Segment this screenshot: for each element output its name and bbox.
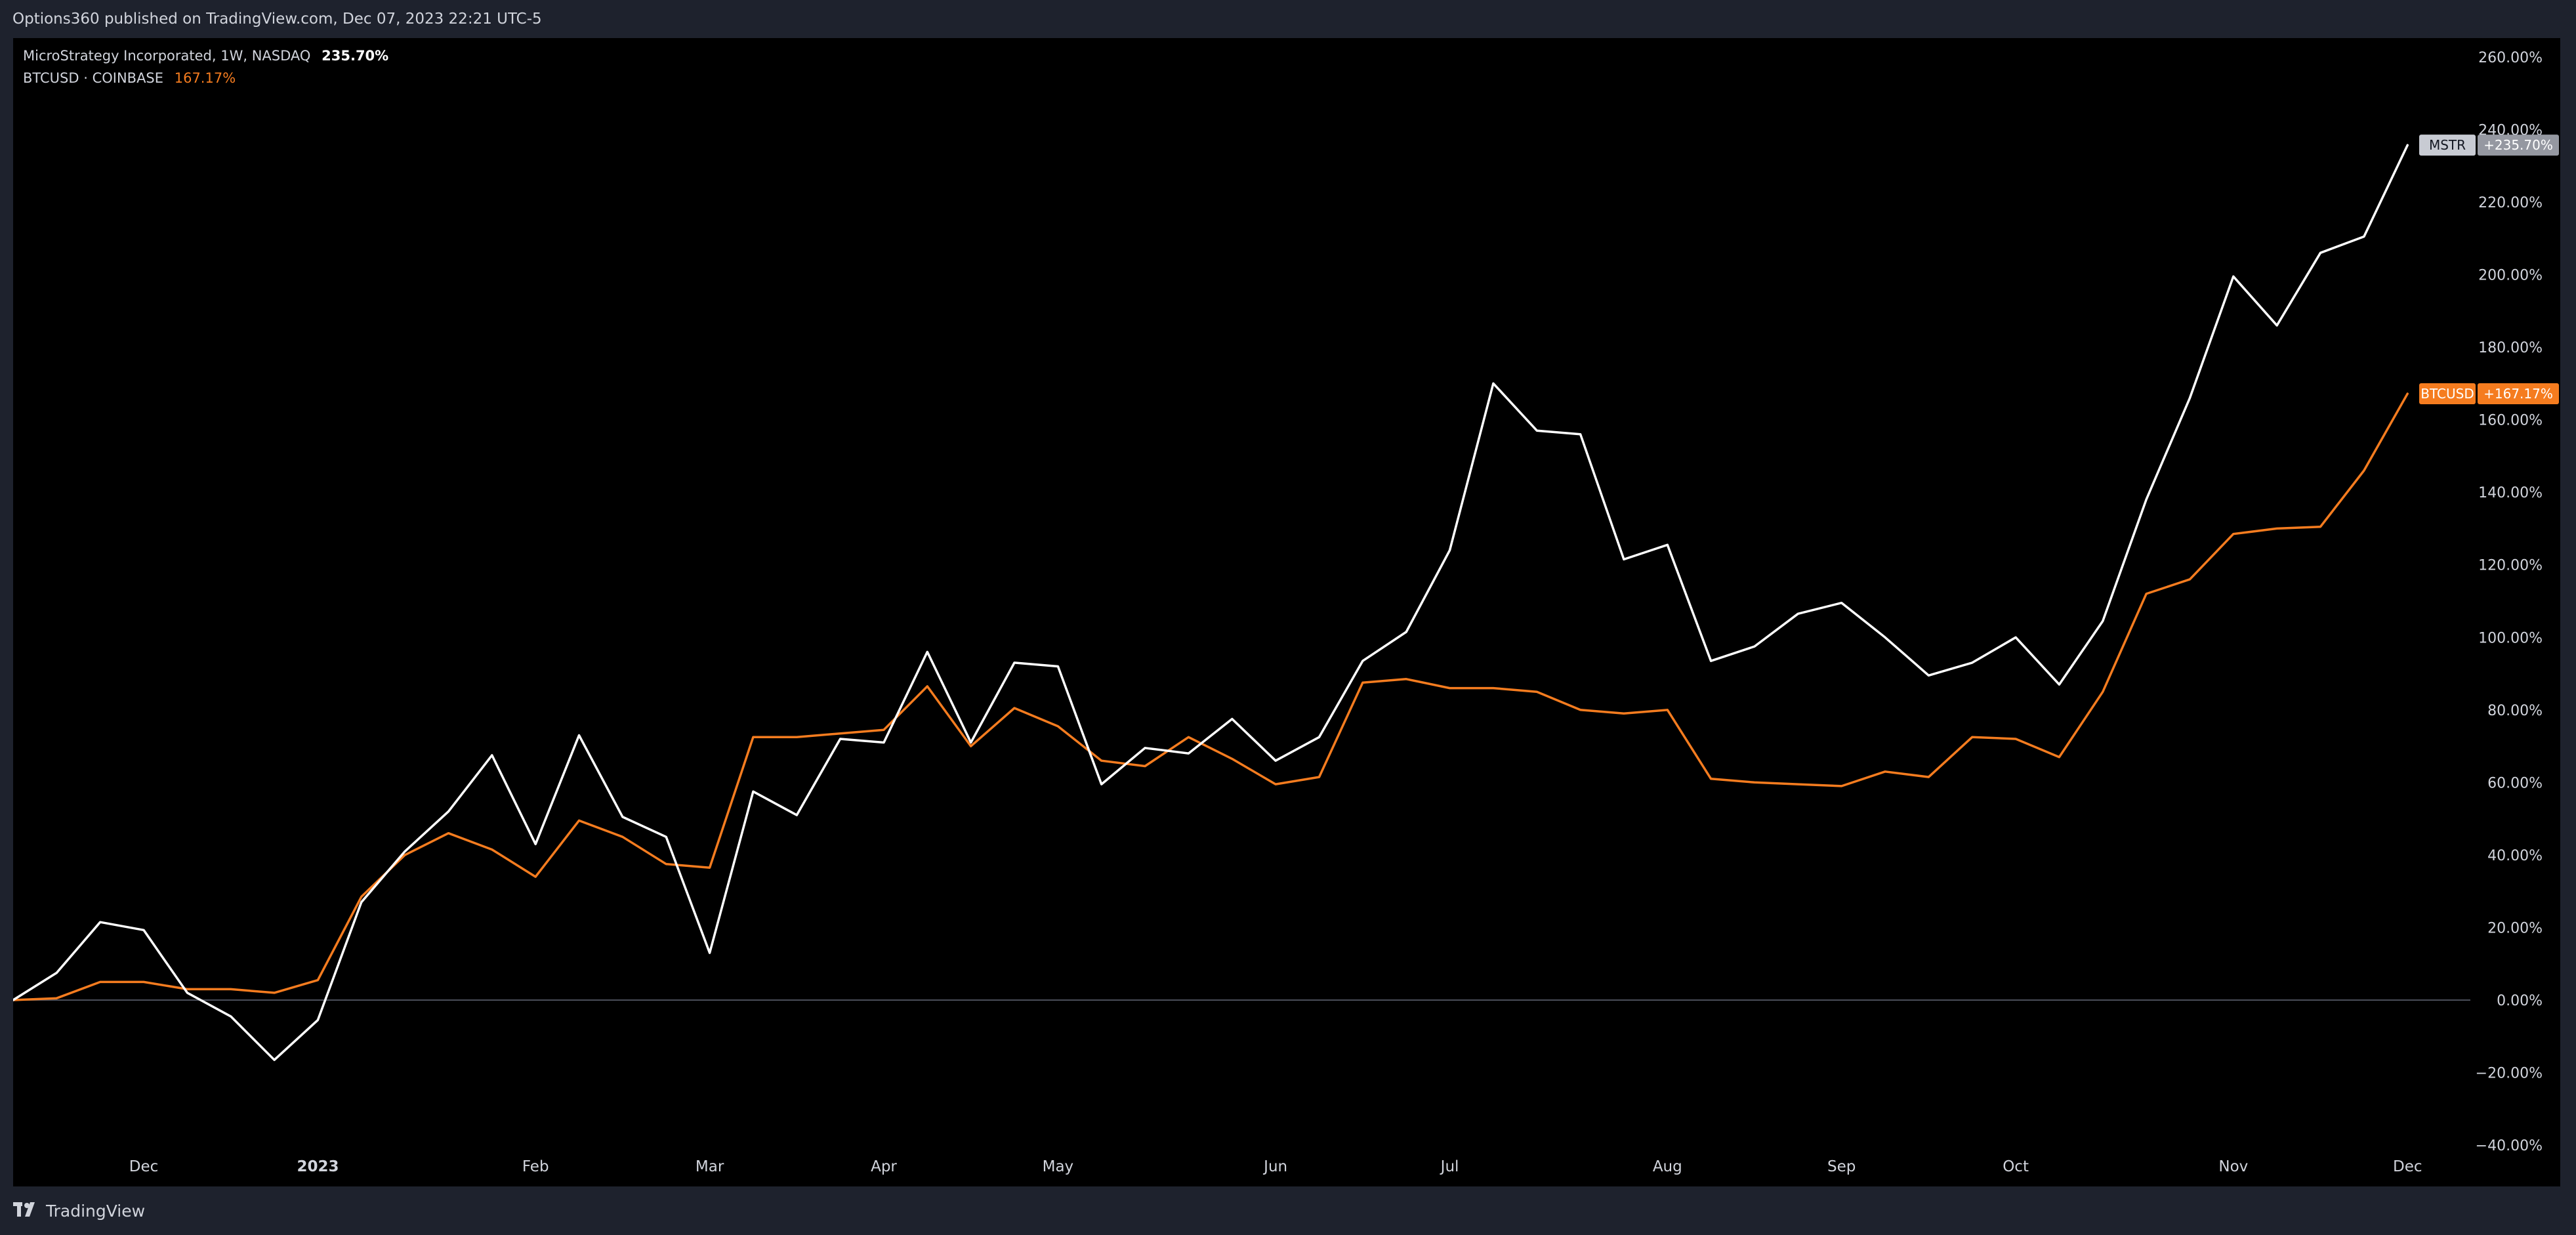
mstr-badge-name: MSTR (2429, 137, 2466, 153)
x-tick-label: Feb (522, 1158, 549, 1175)
legend-btc-name: BTCUSD · COINBASE (23, 70, 164, 86)
btcusd-line (13, 392, 2409, 1001)
y-tick-label: 100.00% (2478, 630, 2543, 646)
top-bar: Options360 published on TradingView.com,… (0, 0, 2576, 38)
x-tick-label: Dec (129, 1158, 159, 1175)
legend-row-btc: BTCUSD · COINBASE 167.17% (23, 67, 395, 89)
y-tick-label: 120.00% (2478, 558, 2543, 574)
tradingview-brand[interactable]: TradingView (13, 1200, 145, 1222)
legend-mstr-value: 235.70% (322, 48, 389, 64)
btcusd-badge-name-bg (2419, 383, 2476, 404)
y-tick-label: −40.00% (2476, 1138, 2543, 1154)
x-tick-label: Jul (1440, 1158, 1459, 1175)
y-tick-label: 140.00% (2478, 485, 2543, 501)
tradingview-logo-icon (13, 1202, 39, 1219)
y-tick-label: 200.00% (2478, 268, 2543, 284)
published-info: Options360 published on TradingView.com,… (12, 10, 542, 28)
y-tick-label: 20.00% (2487, 920, 2543, 936)
mstr-badge-value: +235.70% (2483, 137, 2553, 153)
legend-btc-value: 167.17% (174, 70, 236, 86)
y-tick-label: −20.00% (2476, 1066, 2543, 1082)
chart-legend: MicroStrategy Incorporated, 1W, NASDAQ 2… (23, 45, 395, 89)
y-tick-label: 160.00% (2478, 413, 2543, 429)
x-tick-label: May (1043, 1158, 1074, 1175)
x-tick-label: Sep (1827, 1158, 1856, 1175)
y-tick-label: 260.00% (2478, 50, 2543, 66)
x-tick-label: Oct (2003, 1158, 2029, 1175)
btcusd-badge-value-bg (2478, 383, 2559, 404)
x-tick-label: Aug (1653, 1158, 1682, 1175)
x-tick-label: Dec (2393, 1158, 2422, 1175)
y-tick-label: 180.00% (2478, 340, 2543, 356)
btcusd-badge-name: BTCUSD (2420, 386, 2474, 402)
x-tick-label: Apr (871, 1158, 897, 1175)
y-tick-label: 220.00% (2478, 195, 2543, 211)
y-tick-label: 40.00% (2487, 848, 2543, 864)
btcusd-badge-value: +167.17% (2483, 386, 2553, 402)
y-tick-label: 80.00% (2487, 703, 2543, 719)
tradingview-brand-text: TradingView (46, 1201, 146, 1221)
chart-area[interactable]: −40.00% −20.00% 0.00% 20.00% 40.00% 60.00% 80.… (13, 38, 2560, 1186)
y-tick-label: 60.00% (2487, 775, 2543, 791)
legend-mstr-name: MicroStrategy Incorporated, 1W, NASDAQ (23, 48, 311, 64)
x-tick-label: Nov (2218, 1158, 2248, 1175)
x-tick-label: Jun (1262, 1158, 1287, 1175)
y-tick-label: 0.00% (2497, 993, 2543, 1009)
mstr-badge-value-bg (2478, 135, 2559, 156)
x-tick-label: 2023 (297, 1158, 339, 1175)
mstr-line (13, 144, 2409, 1061)
x-tick-label: Mar (696, 1158, 724, 1175)
mstr-badge-name-bg (2419, 135, 2476, 156)
legend-row-mstr: MicroStrategy Incorporated, 1W, NASDAQ 2… (23, 45, 395, 67)
price-chart[interactable]: −40.00% −20.00% 0.00% 20.00% 40.00% 60.00% 80.… (13, 38, 2560, 1186)
bottom-bar: TradingView (0, 1186, 2576, 1235)
